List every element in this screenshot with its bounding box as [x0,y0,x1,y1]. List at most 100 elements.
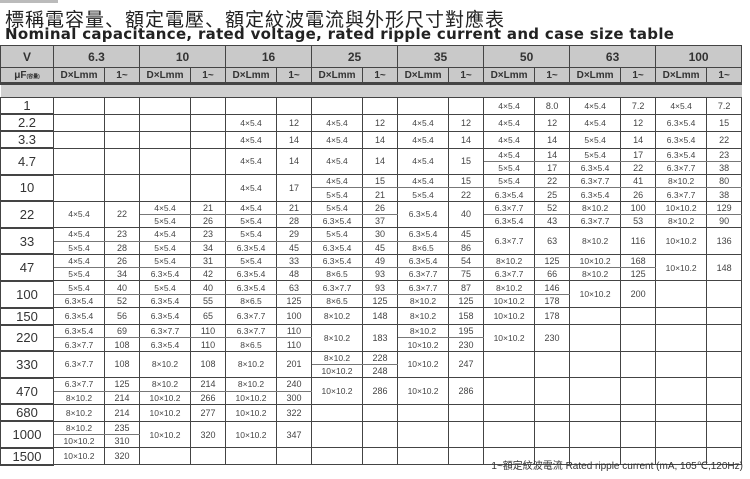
empty-cell [569,324,622,352]
empty-cell [620,324,657,352]
ripple-current-cell: 108 [104,337,140,352]
case-size-cell: 4×5.4 [53,200,105,229]
empty-cell [104,130,140,149]
ripple-current-cell: 23 [104,227,140,242]
case-size-cell: 6.3×7.7 [655,187,708,202]
empty-cell [276,97,313,115]
ripple-current-cell: 87 [448,280,485,295]
case-size-cell: 4×5.4 [225,130,278,149]
top-accent-bar [0,0,58,3]
ripple-current-cell: 347 [276,420,313,449]
ripple-current-cell: 201 [276,350,313,379]
ripple-current-cell: 14 [534,130,571,149]
table-row: 680 8×10.2 214 10×10.2 277 10×10.2 322 [0,403,743,423]
ripple-current-cell: 214 [189,377,227,392]
case-size-cell: 10×10.2 [569,280,622,309]
case-size-cell: 6.3×5.4 [655,113,708,132]
ripple-current-cell: 42 [189,267,227,282]
case-size-cell: 4×5.4 [569,97,622,115]
ripple-current-cell: 12 [276,113,313,132]
table-row: 1000 8×10.2 235 10×10.2 320 10×10.2 347 [0,420,743,449]
size-header: D×Lmm [569,67,622,85]
empty-cell [534,447,571,466]
empty-cell [620,377,657,405]
ripple-current-cell: 248 [362,363,399,379]
ripple-current-cell: 37 [362,213,399,229]
ripple-header: 1~ [362,67,399,85]
case-size-cell: 6.3×5.4 [655,130,708,149]
table-row: 1500 10×10.2 320 [0,447,743,466]
empty-cell [483,377,536,405]
case-size-cell: 6.3×5.4 [53,324,105,339]
table-row: 1 4×5.4 8.0 4×5.4 7.2 4×5.4 7.2 [0,97,743,115]
ripple-current-cell: 22 [448,187,485,202]
capacitance-cell: 33 [0,227,54,256]
empty-cell [397,447,450,466]
ripple-current-cell: 45 [362,240,399,255]
table-subrow: 8×10.2 214 10×10.2 266 10×10.2 300 [1,390,742,405]
ripple-current-cell: 14 [276,130,313,149]
ripple-current-cell: 38 [706,187,743,202]
ripple-current-cell: 125 [534,253,571,269]
case-size-cell: 4×5.4 [225,147,278,176]
empty-cell [139,174,191,202]
voltage-25: 25 [311,45,399,68]
ripple-current-cell: 200 [620,280,657,309]
empty-cell [397,420,450,449]
capacitance-cell: 680 [0,403,54,423]
ripple-current-cell: 26 [620,187,657,202]
empty-cell [53,147,105,176]
capacitance-cell: 3.3 [0,130,54,149]
title-english: Nominal capacitance, rated voltage, rate… [5,25,675,43]
ripple-current-cell: 54 [448,253,485,269]
capacitor-spec-table: V 6.3 10 16 25 35 50 63 100 μF(容量) D×Lmm 1~ D×Lmm… [0,45,743,466]
case-size-cell: 6.3×7.7 [311,280,364,295]
ripple-current-cell: 21 [276,200,313,215]
ripple-current-cell: 28 [276,213,313,229]
case-size-cell: 6.3×5.4 [139,267,191,282]
empty-cell [706,280,743,309]
case-size-cell: 5×5.4 [225,227,278,242]
case-size-cell: 6.3×7.7 [53,377,105,392]
capacitance-cell: 2.2 [0,113,54,132]
case-size-cell: 8×10.2 [397,307,450,326]
empty-cell [189,130,227,149]
table-row: 470 6.3×7.7 125 8×10.2 214 8×10.2 240 10×10.2 28… [0,377,743,406]
case-size-cell: 6.3×7.7 [655,160,708,176]
ripple-current-cell: 12 [362,113,399,132]
ripple-current-cell: 23 [706,147,743,162]
case-size-cell: 6.3×5.4 [53,307,105,326]
capacitance-cell: 100 [0,280,54,309]
ripple-current-cell: 21 [189,200,227,215]
empty-cell [189,174,227,202]
case-size-cell: 5×5.4 [397,187,450,202]
capacitance-cell: 1500 [0,447,54,466]
case-size-cell: 4×5.4 [53,227,105,242]
table-row: 47 4×5.4 26 5×5.4 31 5×5.4 33 6.3×5.4 49 6.3×5.4 5… [0,253,743,282]
case-size-cell: 8×10.2 [483,253,536,269]
case-size-cell: 8×10.2 [225,377,278,392]
ripple-header: 1~ [104,67,140,85]
size-header: D×Lmm [655,67,708,85]
case-size-cell: 8×10.2 [483,280,536,295]
voltage-63: 63 [569,45,657,68]
empty-cell [189,97,227,115]
table-row: 3.3 4×5.4 14 4×5.4 14 4×5.4 14 4×5.4 14 5×5.4 14 6.… [0,130,743,149]
ripple-current-cell: 322 [276,403,313,422]
empty-cell [104,174,140,202]
case-size-cell: 6.3×7.7 [483,200,536,215]
ripple-current-cell: 48 [276,267,313,282]
empty-cell [225,447,278,466]
case-size-cell: 6.3×7.7 [483,267,536,282]
case-size-cell: 6.3×5.4 [483,213,536,229]
empty-cell [189,113,227,132]
case-size-cell: 4×5.4 [655,97,708,115]
case-size-cell: 8×10.2 [655,213,708,229]
ripple-current-cell: 8.0 [534,97,571,115]
case-size-cell: 5×5.4 [311,200,364,215]
case-size-cell: 6.3×7.7 [397,280,450,295]
empty-cell [397,403,450,422]
empty-cell [104,97,140,115]
empty-cell [706,350,743,379]
empty-cell [706,377,743,405]
